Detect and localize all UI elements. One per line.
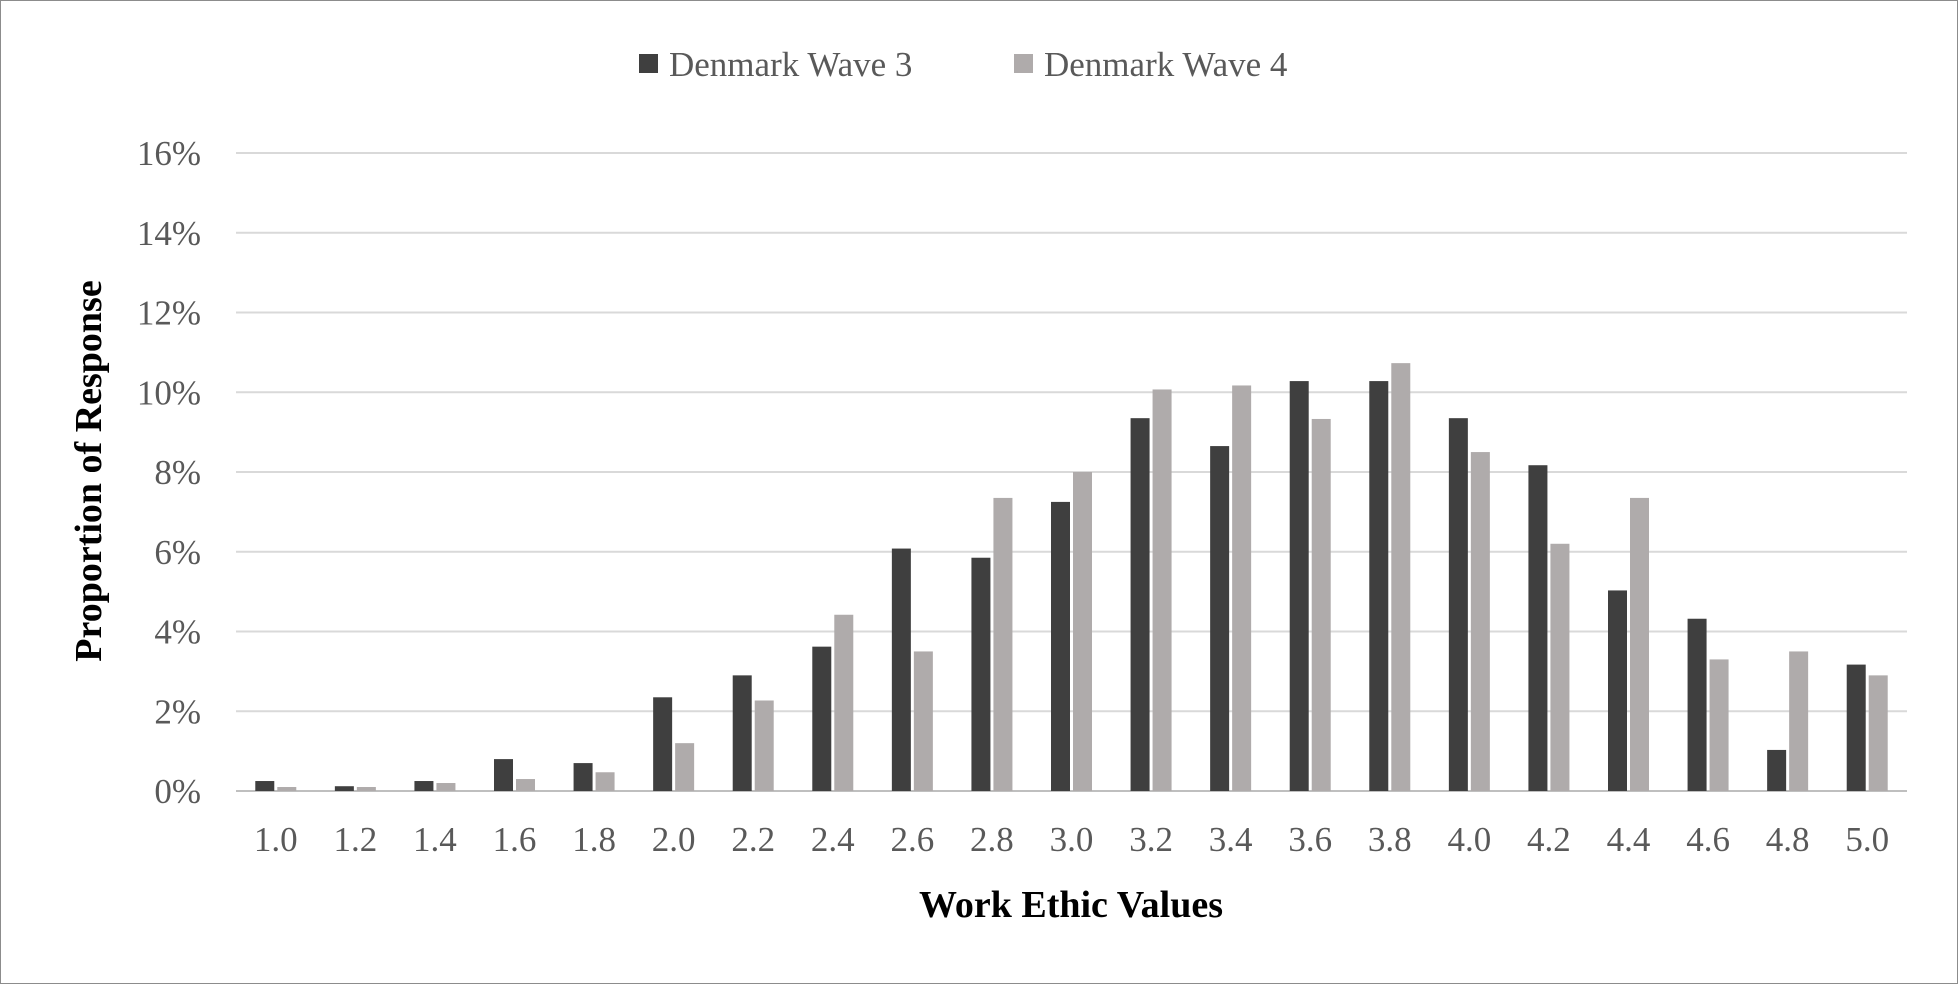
bar-denmark-wave-3-1-4 [414,781,434,791]
y-tick-label: 2% [154,692,201,731]
y-tick-label: 6% [154,533,201,572]
y-tick-label: 14% [137,214,201,253]
bar-denmark-wave-3-3-4 [1210,446,1230,791]
x-tick-label: 1.0 [254,820,298,859]
bar-denmark-wave-4-2-2 [754,700,774,791]
x-tick-label: 3.8 [1368,820,1412,859]
x-tick-label: 4.0 [1447,820,1491,859]
bar-denmark-wave-3-3-6 [1289,381,1309,791]
bar-denmark-wave-3-3-2 [1130,418,1150,791]
bar-denmark-wave-3-2-6 [891,548,911,791]
bar-denmark-wave-3-4-8 [1767,749,1787,791]
y-tick-label: 0% [154,772,201,811]
bar-denmark-wave-3-2-8 [971,557,991,791]
y-axis-title: Proportion of Response [68,280,110,661]
legend-swatch [639,54,658,73]
bar-denmark-wave-4-1-2 [356,787,376,791]
legend: Denmark Wave 3 Denmark Wave 4 [639,45,1287,84]
x-axis-title: Work Ethic Values [919,884,1223,926]
y-tick-label: 16% [137,134,201,173]
bar-denmark-wave-3-4-0 [1448,418,1468,791]
bar-denmark-wave-4-3-8 [1391,363,1411,791]
y-tick-label: 10% [137,373,201,412]
bar-denmark-wave-4-4-8 [1789,651,1809,791]
x-tick-label: 4.4 [1607,820,1651,859]
bars [255,363,1888,791]
bar-denmark-wave-3-4-2 [1528,465,1548,791]
x-tick-label: 4.2 [1527,820,1571,859]
bar-denmark-wave-3-2-4 [812,646,832,791]
bar-denmark-wave-4-4-6 [1709,659,1729,791]
x-tick-label: 2.4 [811,820,855,859]
bar-denmark-wave-4-3-0 [1073,472,1092,791]
x-tick-label: 2.2 [731,820,775,859]
x-tick-label: 1.8 [572,820,616,859]
bar-denmark-wave-3-1-6 [494,759,513,791]
bar-denmark-wave-4-1-8 [595,772,615,791]
x-tick-labels: 1.0 1.2 1.4 1.6 1.8 2.0 2.2 2.4 2.6 2.8 3.0 3.2 3.4 3… [254,820,1889,859]
bar-denmark-wave-4-1-4 [436,783,456,791]
bar-denmark-wave-3-5-0 [1846,664,1866,791]
x-tick-label: 3.2 [1129,820,1173,859]
legend-swatch [1014,54,1033,73]
bar-denmark-wave-3-2-0 [653,697,673,791]
bar-denmark-wave-4-3-4 [1232,385,1252,791]
bar-denmark-wave-4-1-0 [277,787,297,791]
x-tick-label: 3.4 [1209,820,1253,859]
bar-denmark-wave-3-2-2 [732,675,752,791]
bar-denmark-wave-3-3-8 [1369,381,1389,791]
legend-label: Denmark Wave 3 [669,45,912,84]
x-tick-label: 1.4 [413,820,457,859]
bar-denmark-wave-3-4-4 [1608,590,1627,791]
bar-denmark-wave-4-2-0 [675,743,695,791]
bar-denmark-wave-3-1-8 [573,763,593,791]
bar-denmark-wave-4-2-6 [913,651,933,791]
bar-denmark-wave-3-1-0 [255,781,275,791]
y-tick-labels: 0% 2% 4% 6% 8% 10% 12% 14% 16% [137,134,201,811]
x-tick-label: 3.6 [1288,820,1332,859]
bar-denmark-wave-4-3-2 [1152,389,1172,791]
bar-denmark-wave-3-4-6 [1687,618,1707,791]
y-tick-label: 12% [137,294,201,333]
bar-denmark-wave-4-4-0 [1470,452,1490,791]
gridlines [236,152,1907,792]
x-tick-label: 4.8 [1766,820,1810,859]
x-tick-label: 5.0 [1845,820,1889,859]
x-tick-label: 1.2 [333,820,377,859]
bar-denmark-wave-4-4-2 [1550,543,1570,791]
y-tick-label: 4% [154,613,201,652]
x-tick-label: 1.6 [493,820,537,859]
legend-label: Denmark Wave 4 [1044,45,1287,84]
bar-denmark-wave-4-4-4 [1630,497,1649,791]
bar-denmark-wave-4-3-6 [1311,418,1331,791]
x-tick-label: 2.6 [890,820,934,859]
x-tick-label: 3.0 [1050,820,1094,859]
bar-denmark-wave-4-2-8 [993,497,1013,791]
bar-denmark-wave-3-1-2 [334,786,354,791]
x-tick-label: 2.8 [970,820,1014,859]
bar-denmark-wave-4-1-6 [516,779,535,791]
bar-denmark-wave-3-3-0 [1051,501,1070,791]
bar-denmark-wave-4-5-0 [1868,675,1888,791]
x-tick-label: 4.6 [1686,820,1730,859]
y-tick-label: 8% [154,453,201,492]
bar-denmark-wave-4-2-4 [834,614,854,791]
x-tick-label: 2.0 [652,820,696,859]
